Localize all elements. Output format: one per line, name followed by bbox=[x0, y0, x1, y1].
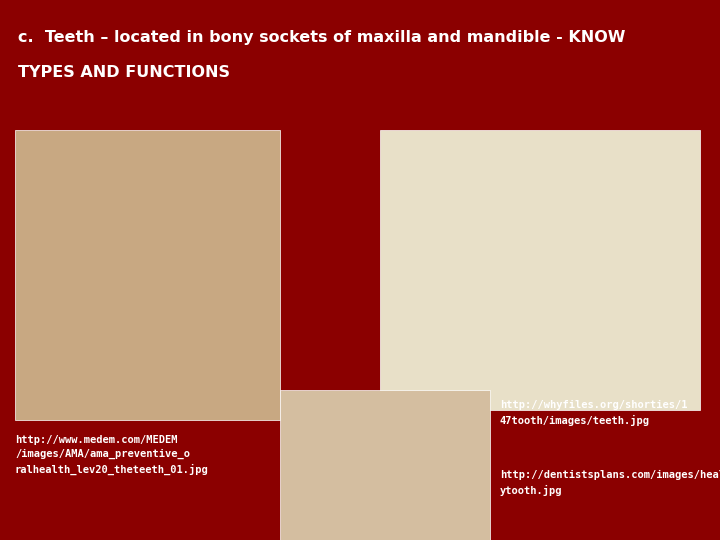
Text: c.  Teeth – located in bony sockets of maxilla and mandible - KNOW: c. Teeth – located in bony sockets of ma… bbox=[18, 30, 626, 45]
Bar bbox=[280, 390, 490, 540]
Text: http://www.medem.com/MEDEM
/images/AMA/ama_preventive_o
ralhealth_lev20_theteeth: http://www.medem.com/MEDEM /images/AMA/a… bbox=[15, 435, 209, 475]
Text: http://whyfiles.org/shorties/1
47tooth/images/teeth.jpg: http://whyfiles.org/shorties/1 47tooth/i… bbox=[500, 400, 688, 426]
Text: http://dentistsplans.com/images/health
ytooth.jpg: http://dentistsplans.com/images/health y… bbox=[500, 470, 720, 496]
Text: TYPES AND FUNCTIONS: TYPES AND FUNCTIONS bbox=[18, 65, 230, 80]
Bar bbox=[15, 130, 280, 420]
Bar bbox=[380, 130, 700, 410]
